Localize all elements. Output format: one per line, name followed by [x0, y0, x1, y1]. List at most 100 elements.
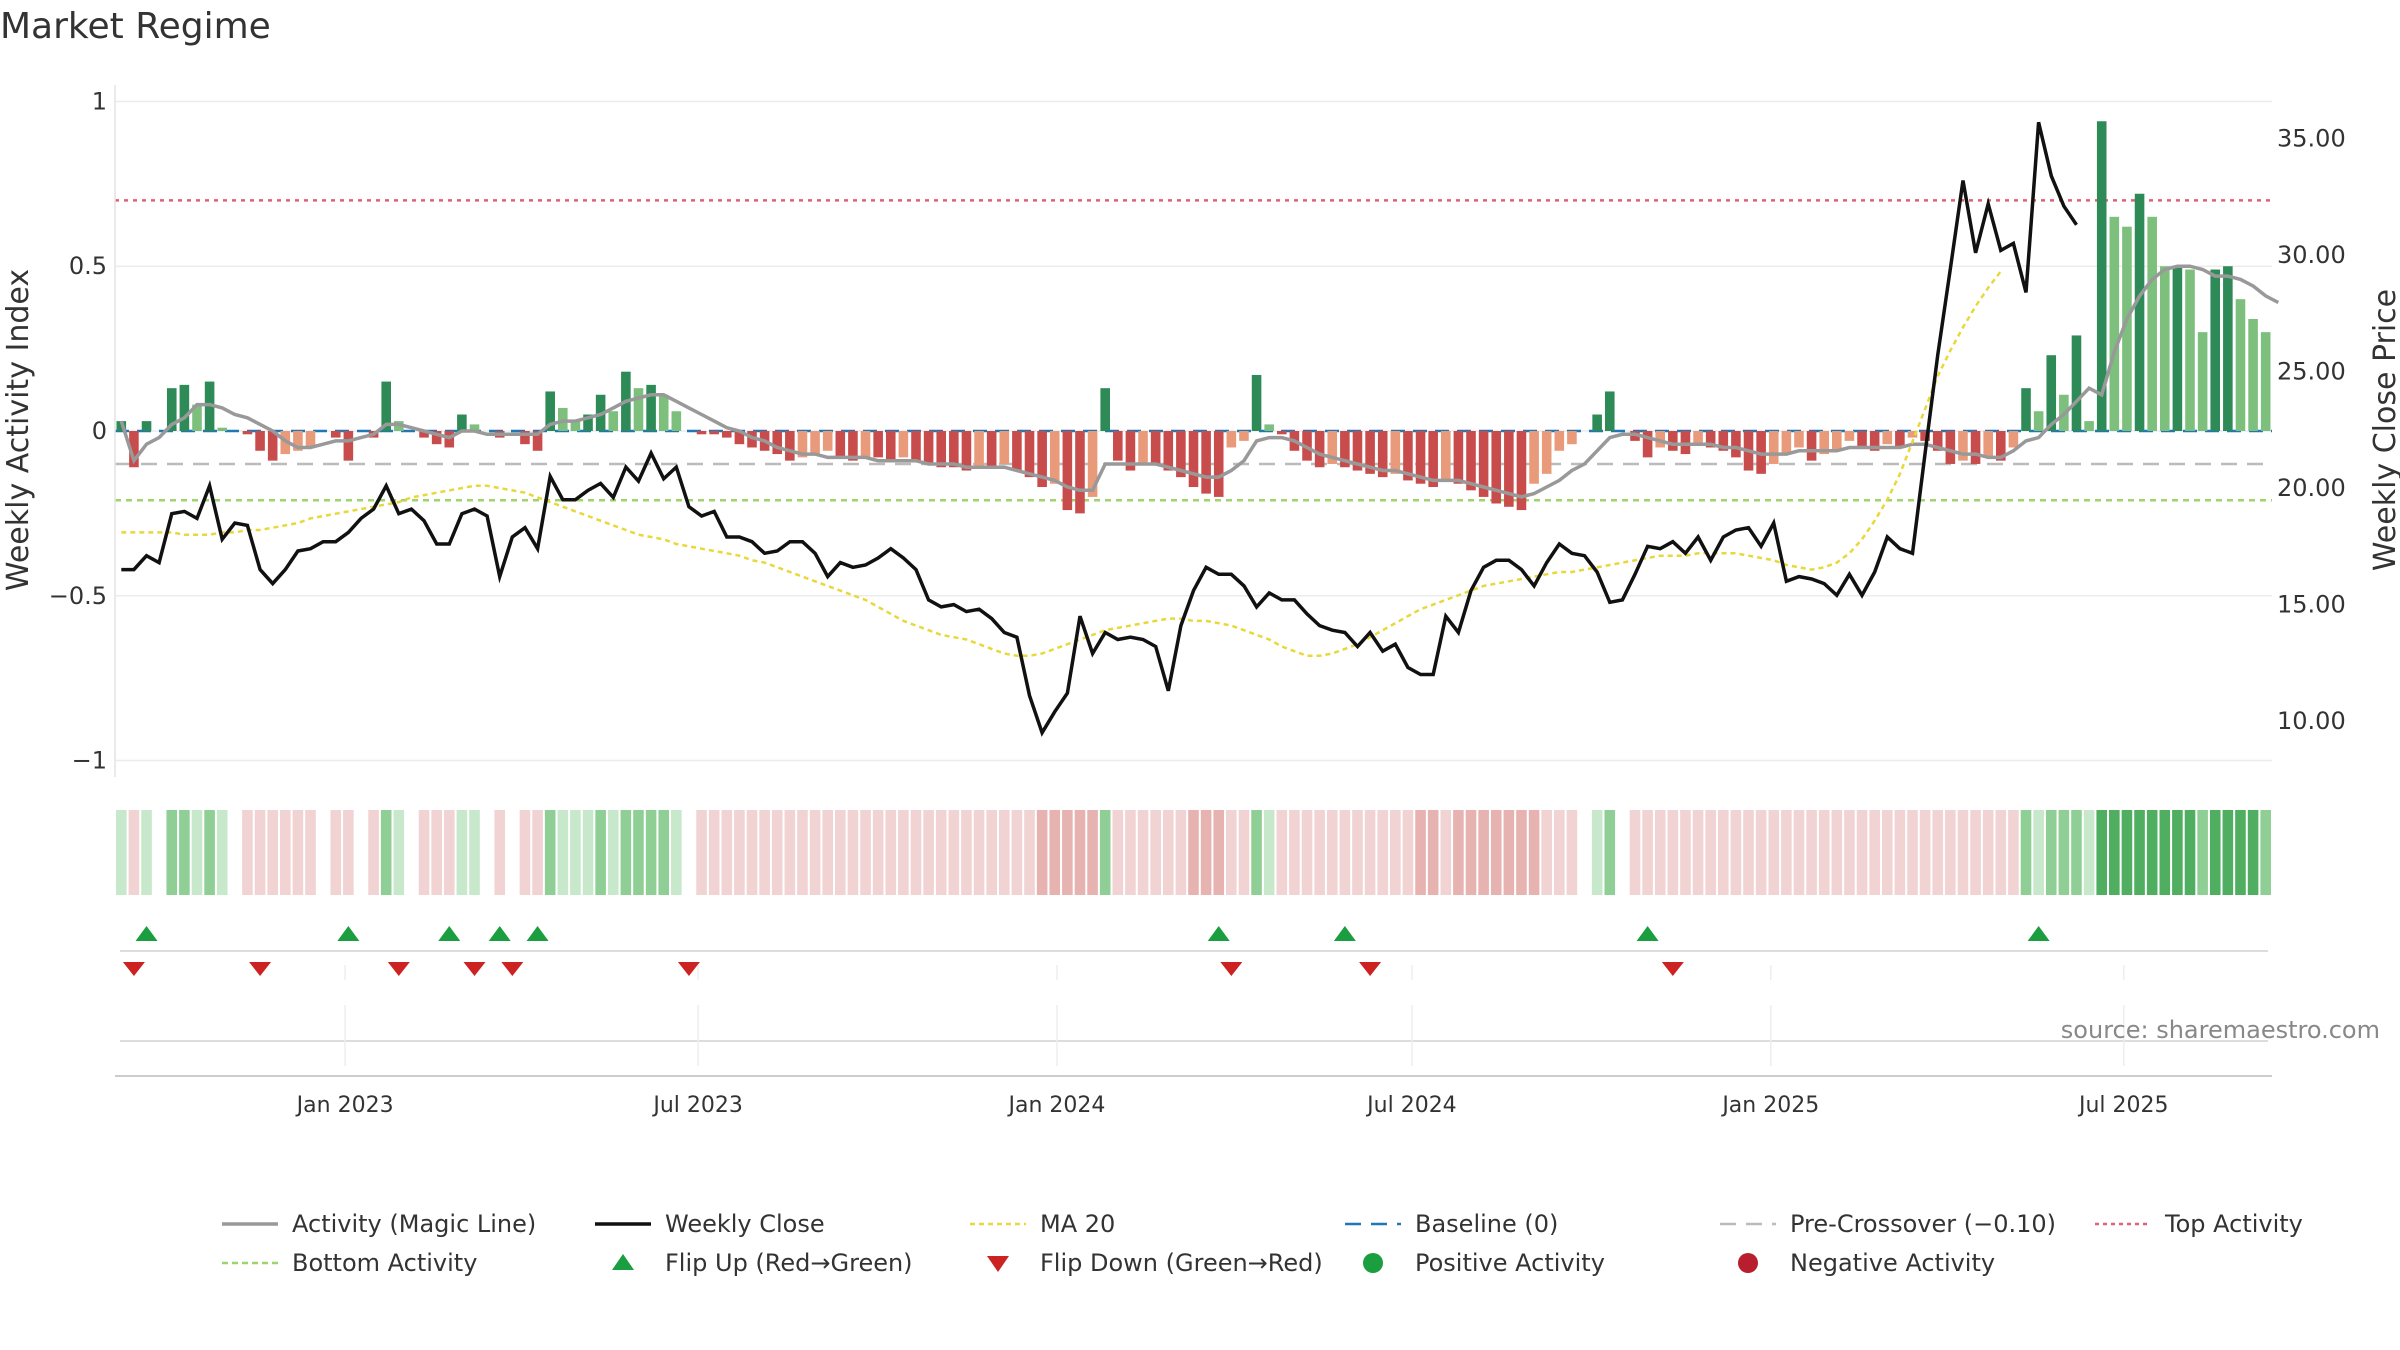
regime-cell	[607, 810, 619, 895]
regime-cell	[1226, 810, 1237, 895]
activity-bar	[1365, 431, 1375, 474]
activity-bar	[1239, 431, 1249, 441]
activity-bar	[1932, 431, 1943, 451]
regime-cell	[368, 810, 379, 895]
activity-bar	[1100, 388, 1110, 431]
regime-cell	[2109, 810, 2120, 895]
flip-up-marker	[1333, 926, 1356, 941]
activity-bar	[2122, 226, 2132, 431]
activity-bar	[810, 431, 820, 455]
regime-cell	[2247, 810, 2259, 895]
regime-cell	[1831, 810, 1843, 895]
flip-down-marker	[501, 962, 524, 976]
ma20-series	[121, 270, 2002, 658]
regime-cell	[759, 810, 770, 895]
regime-cell	[1818, 810, 1830, 895]
regime-cell	[1881, 810, 1893, 895]
activity-bar	[2172, 266, 2183, 431]
activity-bar	[1668, 431, 1678, 451]
right-tick-label: 25.00	[2277, 358, 2346, 386]
activity-bar	[1604, 391, 1615, 431]
regime-cell	[166, 810, 178, 895]
regime-cell	[1503, 810, 1515, 895]
regime-cell	[2235, 810, 2246, 895]
legend-swatch-flip-up	[612, 1254, 634, 1270]
regime-cell	[1667, 810, 1679, 895]
regime-cell	[570, 810, 581, 895]
activity-bar	[1049, 431, 1060, 484]
date-tick-label: Jan 2023	[295, 1093, 394, 1118]
activity-bar	[848, 431, 858, 461]
date-tick-label: Jul 2023	[651, 1093, 743, 1118]
regime-cell	[343, 810, 354, 895]
activity-bar	[2096, 121, 2107, 431]
activity-bar	[1907, 431, 1918, 438]
date-tick-label: Jul 2024	[1365, 1093, 1457, 1118]
regime-cell	[658, 810, 670, 895]
regime-cell	[2121, 810, 2133, 895]
activity-bar	[141, 421, 152, 431]
activity-bar	[1226, 431, 1237, 448]
date-tick-label: Jul 2025	[2077, 1093, 2169, 1118]
regime-cell	[973, 810, 985, 895]
activity-bar	[2033, 411, 2044, 431]
regime-cell	[696, 810, 707, 895]
activity-bar	[1314, 431, 1325, 468]
regime-cell	[481, 810, 493, 895]
regime-cell	[835, 810, 846, 895]
activity-bar	[1466, 431, 1476, 491]
activity-bar	[1882, 431, 1893, 445]
regime-cell	[519, 810, 531, 895]
activity-bar	[1504, 431, 1514, 507]
activity-bar	[936, 431, 947, 468]
legend-label: Bottom Activity	[292, 1249, 477, 1277]
activity-bar	[1996, 431, 2006, 461]
flip-down-marker	[249, 962, 272, 976]
source-label: source: sharemaestro.com	[2061, 1016, 2380, 1044]
activity-bar	[2185, 269, 2195, 431]
activity-bar	[2260, 332, 2271, 431]
regime-cell	[1945, 810, 1956, 895]
activity-bar	[696, 431, 707, 435]
regime-cell	[1024, 810, 1035, 895]
regime-cell	[279, 810, 291, 895]
regime-cell	[141, 810, 152, 895]
flip-up-marker	[526, 926, 549, 941]
regime-cell	[935, 810, 947, 895]
activity-bar	[2021, 388, 2031, 431]
regime-cell	[242, 810, 253, 895]
activity-bar	[1478, 431, 1489, 497]
regime-cell	[1970, 810, 1981, 895]
flip-down-marker	[463, 962, 486, 976]
activity-bar	[1213, 431, 1224, 497]
activity-bar	[1327, 431, 1338, 464]
regime-cell	[1137, 810, 1149, 895]
activity-bar	[1970, 431, 1981, 464]
regime-cell	[128, 810, 140, 895]
activity-bar	[255, 431, 265, 451]
regime-cell	[734, 810, 745, 895]
regime-cell	[1364, 810, 1376, 895]
activity-bar	[330, 431, 341, 438]
regime-cell	[216, 810, 228, 895]
regime-cell	[1654, 810, 1666, 895]
flip-down-marker	[122, 962, 145, 976]
activity-bar	[1440, 431, 1451, 481]
regime-cell	[746, 810, 758, 895]
activity-bar	[1945, 431, 1956, 464]
regime-cell	[254, 810, 266, 895]
left-tick-label: 1	[92, 87, 107, 115]
regime-cell	[1175, 810, 1187, 895]
regime-cell	[1352, 810, 1363, 895]
activity-bar	[709, 431, 719, 435]
regime-cell	[1995, 810, 2007, 895]
activity-bar	[1794, 431, 1804, 448]
regime-cell	[1276, 810, 1288, 895]
legend-label: Weekly Close	[665, 1210, 825, 1238]
regime-cell	[204, 810, 215, 895]
regime-cell	[1251, 810, 1262, 895]
regime-cell	[557, 810, 569, 895]
legend-label: Flip Up (Red→Green)	[665, 1249, 913, 1277]
activity-bar	[1176, 431, 1186, 478]
activity-bar	[1138, 431, 1148, 464]
